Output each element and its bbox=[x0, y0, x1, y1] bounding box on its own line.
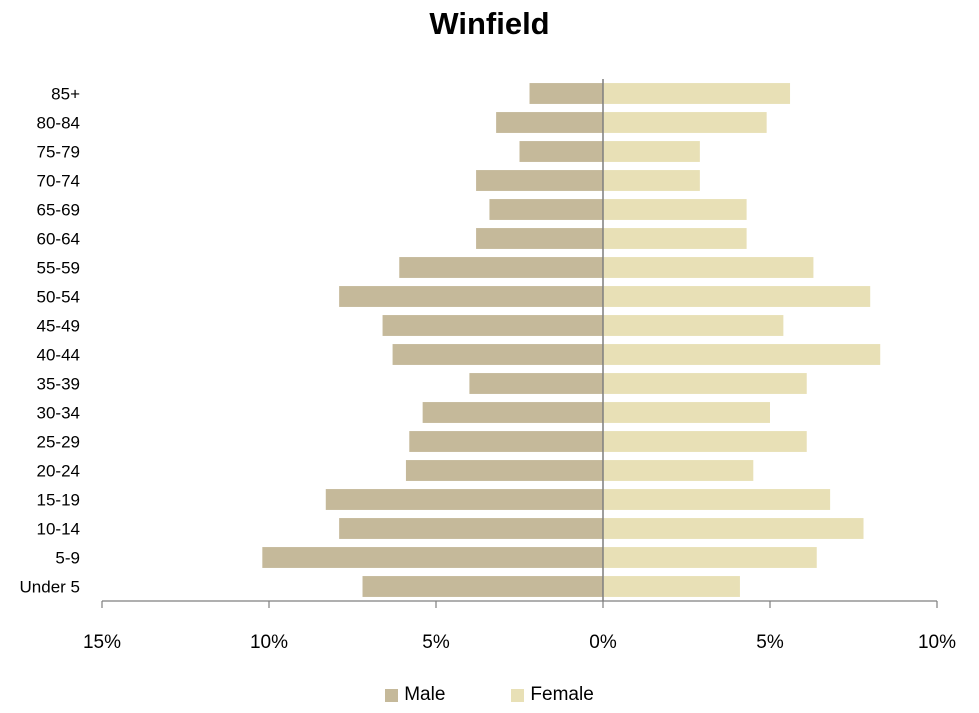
bar-male-50-54 bbox=[339, 286, 603, 307]
bar-male-under-5 bbox=[362, 576, 603, 597]
legend-swatch-male bbox=[385, 688, 399, 702]
age-group-label: 60-64 bbox=[37, 230, 80, 249]
bar-female-30-34 bbox=[603, 402, 770, 423]
age-group-label: 45-49 bbox=[37, 317, 80, 336]
x-tick-label: 10% bbox=[918, 632, 956, 653]
bar-male-15-19 bbox=[325, 489, 603, 510]
x-tick-label: 10% bbox=[250, 632, 288, 653]
age-group-label: 40-44 bbox=[37, 346, 80, 365]
age-group-label: Under 5 bbox=[20, 578, 80, 597]
bar-male-85plus bbox=[529, 83, 603, 104]
bar-female-15-19 bbox=[603, 489, 831, 510]
bar-female-55-59 bbox=[603, 257, 814, 278]
age-group-label: 65-69 bbox=[37, 201, 80, 220]
bar-female-50-54 bbox=[603, 286, 871, 307]
age-group-label: 80-84 bbox=[37, 114, 80, 133]
bar-male-20-24 bbox=[405, 460, 603, 481]
bars-group bbox=[262, 83, 881, 597]
bar-male-70-74 bbox=[476, 170, 603, 191]
age-group-label: 50-54 bbox=[37, 288, 80, 307]
age-group-label: 30-34 bbox=[37, 404, 80, 423]
bar-female-75-79 bbox=[603, 141, 700, 162]
age-group-label: 25-29 bbox=[37, 433, 80, 452]
bar-male-35-39 bbox=[469, 373, 603, 394]
age-group-label: 85+ bbox=[51, 85, 80, 104]
age-group-label: 35-39 bbox=[37, 375, 80, 394]
bar-female-65-69 bbox=[603, 199, 747, 220]
bar-male-30-34 bbox=[422, 402, 603, 423]
x-tick-label: 5% bbox=[756, 632, 784, 653]
legend-label-male: Male bbox=[404, 684, 446, 705]
bar-male-75-79 bbox=[519, 141, 603, 162]
bar-male-5-9 bbox=[262, 547, 603, 568]
bar-male-55-59 bbox=[399, 257, 603, 278]
bar-male-60-64 bbox=[476, 228, 603, 249]
bar-female-45-49 bbox=[603, 315, 784, 336]
bar-female-85plus bbox=[603, 83, 791, 104]
bar-female-5-9 bbox=[603, 547, 817, 568]
age-group-label: 5-9 bbox=[55, 549, 80, 568]
bar-male-65-69 bbox=[489, 199, 603, 220]
legend-item-female: Female bbox=[511, 684, 594, 706]
age-group-label: 15-19 bbox=[37, 491, 80, 510]
x-tick-label: 5% bbox=[422, 632, 450, 653]
legend-label-female: Female bbox=[530, 684, 594, 705]
bar-female-25-29 bbox=[603, 431, 807, 452]
bar-male-40-44 bbox=[392, 344, 603, 365]
age-group-label: 70-74 bbox=[37, 172, 80, 191]
x-tick-label: 15% bbox=[83, 632, 121, 653]
bar-female-60-64 bbox=[603, 228, 747, 249]
bar-male-80-84 bbox=[496, 112, 603, 133]
chart-title: Winfield bbox=[429, 6, 550, 41]
age-group-label: 55-59 bbox=[37, 259, 80, 278]
bar-male-45-49 bbox=[382, 315, 603, 336]
legend-item-male: Male bbox=[385, 684, 445, 706]
bar-female-40-44 bbox=[603, 344, 881, 365]
x-axis: 15% 10% 5% 0% 5% 10% bbox=[83, 600, 956, 653]
bar-female-20-24 bbox=[603, 460, 754, 481]
age-group-label: 20-24 bbox=[37, 462, 80, 481]
bar-female-under-5 bbox=[603, 576, 740, 597]
age-group-labels: Under 5 5-9 10-14 15-19 20-24 25-29 30-34 35-39… bbox=[20, 85, 81, 597]
bar-female-80-84 bbox=[603, 112, 767, 133]
bar-male-25-29 bbox=[409, 431, 603, 452]
age-group-label: 10-14 bbox=[37, 520, 80, 539]
bar-female-70-74 bbox=[603, 170, 700, 191]
bar-male-10-14 bbox=[339, 518, 603, 539]
bar-female-10-14 bbox=[603, 518, 864, 539]
x-tick-label: 0% bbox=[589, 632, 617, 653]
bar-female-35-39 bbox=[603, 373, 807, 394]
legend-swatch-female bbox=[511, 688, 525, 702]
age-group-label: 75-79 bbox=[37, 143, 80, 162]
legend: Male Female bbox=[0, 684, 979, 706]
